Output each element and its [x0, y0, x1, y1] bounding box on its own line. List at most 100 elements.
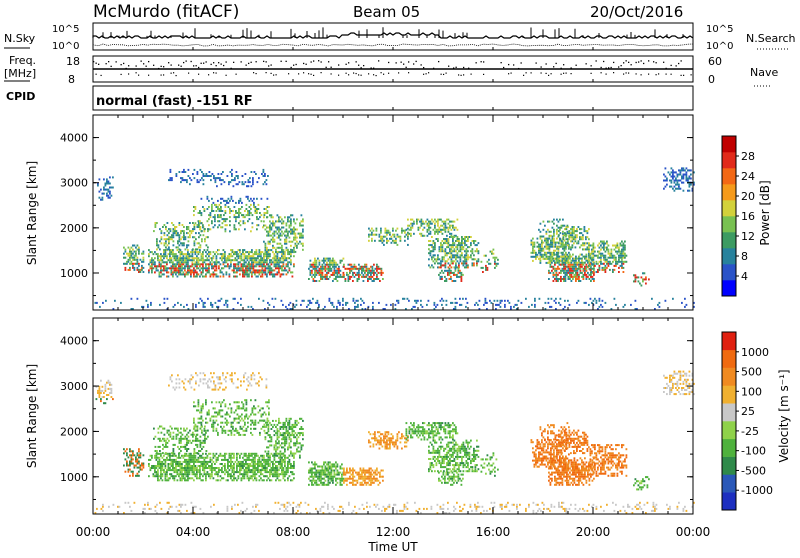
echo-cell [600, 303, 602, 306]
echo-cell [541, 235, 543, 238]
echo-cell [233, 477, 235, 480]
echo-cell [231, 259, 234, 262]
echo-cell [272, 273, 274, 276]
echo-cell [248, 415, 251, 418]
echo-cell [266, 261, 268, 264]
echo-cell [240, 269, 243, 272]
echo-cell [152, 261, 155, 264]
echo-cell [342, 257, 345, 260]
echo-cell [476, 244, 478, 247]
echo-cell [185, 475, 188, 478]
echo-cell [404, 235, 406, 238]
echo-cell [321, 269, 324, 272]
echo-cell [565, 232, 567, 235]
echo-cell [171, 374, 173, 377]
echo-cell [282, 252, 285, 255]
echo-cell [579, 265, 582, 268]
echo-cell [171, 380, 173, 383]
echo-cell [651, 297, 653, 300]
echo-cell [630, 303, 632, 306]
echo-cell [604, 301, 607, 304]
echo-cell [266, 419, 269, 422]
echo-cell [622, 305, 625, 308]
echo-cell [166, 234, 169, 237]
echo-cell [318, 271, 321, 274]
echo-cell [358, 275, 360, 278]
echo-cell [240, 257, 243, 260]
echo-cell [239, 197, 242, 200]
echo-cell [215, 203, 218, 206]
echo-cell [538, 245, 540, 248]
echo-cell [575, 267, 577, 270]
echo-cell [193, 450, 196, 452]
echo-cell [551, 220, 554, 223]
echo-cell [154, 224, 157, 226]
echo-cell [269, 259, 271, 262]
echo-cell [554, 269, 556, 272]
echo-cell [618, 246, 620, 249]
echo-cell [158, 265, 161, 268]
echo-cell [566, 253, 569, 256]
echo-cell [184, 473, 186, 476]
echo-cell [141, 468, 143, 471]
echo-cell [593, 280, 595, 282]
echo-cell [212, 427, 215, 430]
echo-cell [397, 299, 400, 302]
echo-cell [272, 216, 274, 219]
echo-cell [375, 229, 378, 232]
echo-cell [379, 280, 381, 282]
echo-cell [443, 220, 445, 223]
echo-cell [193, 228, 196, 231]
echo-cell [187, 168, 190, 171]
echo-cell [202, 419, 204, 422]
echo-cell [281, 248, 283, 251]
echo-cell [370, 273, 372, 276]
echo-cell [548, 251, 551, 254]
echo-cell [172, 469, 174, 472]
echo-cell [362, 265, 365, 268]
echo-cell [440, 230, 442, 233]
echo-cell [272, 246, 274, 249]
echo-cell [556, 255, 558, 258]
echo-cell [260, 255, 262, 258]
echo-cell [621, 266, 623, 269]
echo-cell [589, 268, 592, 271]
echo-cell [437, 218, 439, 221]
echo-cell [177, 301, 179, 304]
echo-cell [278, 220, 280, 223]
echo-cell [214, 218, 216, 221]
echo-cell [187, 259, 189, 262]
echo-cell [174, 443, 176, 446]
echo-cell [585, 257, 588, 260]
echo-cell [253, 378, 256, 381]
echo-cell [288, 267, 291, 270]
echo-cell [252, 183, 254, 186]
echo-cell [607, 248, 610, 251]
echo-cell [601, 262, 604, 265]
echo-cell [278, 251, 280, 254]
echo-cell [221, 259, 223, 262]
echo-cell [563, 255, 565, 258]
echo-cell [253, 427, 255, 430]
echo-cell [563, 278, 565, 280]
echo-cell [199, 441, 202, 444]
echo-cell [407, 227, 409, 230]
echo-cell [459, 246, 462, 249]
echo-cell [129, 460, 131, 463]
echo-cell [188, 458, 191, 461]
echo-cell [210, 179, 212, 182]
echo-cell [234, 263, 237, 266]
echo-cell [208, 271, 210, 274]
echo-cell [572, 263, 574, 266]
echo-cell [136, 454, 139, 457]
echo-cell [254, 269, 256, 272]
echo-cell [281, 230, 283, 233]
echo-cell [160, 425, 163, 428]
echo-cell [220, 206, 222, 208]
echo-cell [203, 259, 206, 262]
echo-cell [593, 278, 595, 280]
echo-cell [201, 240, 203, 243]
echo-cell [169, 238, 172, 241]
echo-cell [276, 251, 279, 254]
echo-cell [491, 252, 493, 255]
